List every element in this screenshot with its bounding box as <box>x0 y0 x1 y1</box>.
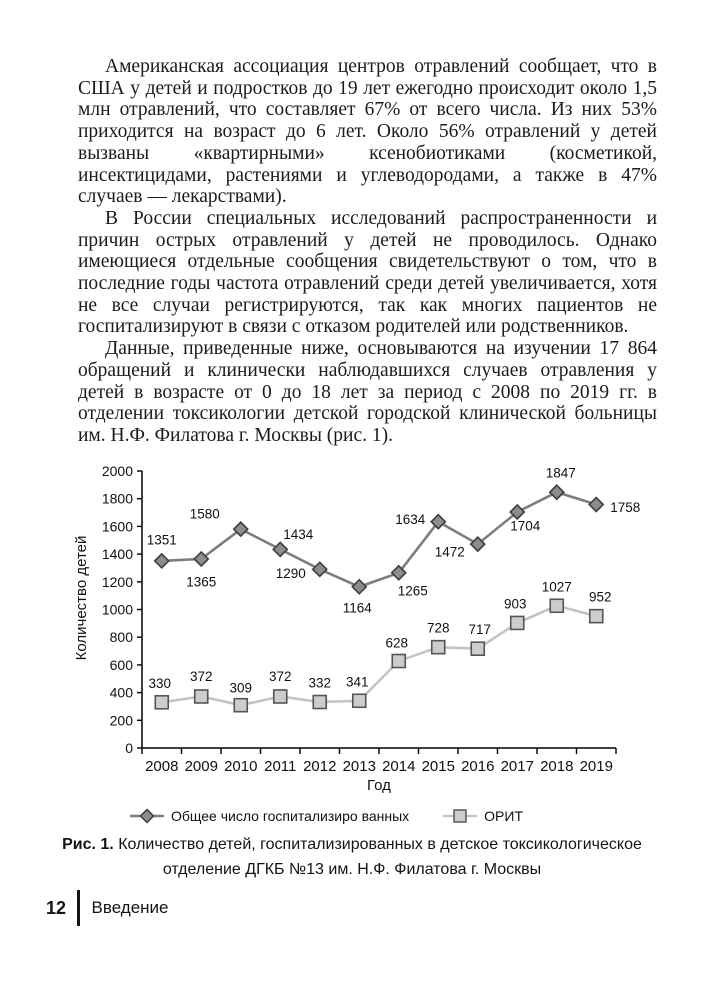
svg-text:2011: 2011 <box>264 758 296 775</box>
figure-caption: Рис. 1. Количество детей, госпитализиров… <box>60 832 644 882</box>
x-axis-title: Год <box>367 777 391 794</box>
svg-text:2009: 2009 <box>185 758 218 775</box>
square-marker-icon <box>549 598 565 614</box>
chart-legend: Общее число госпитализиро ванных ОРИТ <box>40 808 704 824</box>
svg-text:0: 0 <box>125 740 133 756</box>
square-marker-icon <box>443 809 478 823</box>
data-label: 372 <box>269 669 292 684</box>
data-label: 372 <box>190 669 213 684</box>
paragraph-us-statistics: Американская ассоциация центров отравлен… <box>78 56 657 208</box>
data-label: 1164 <box>343 600 373 615</box>
svg-text:2008: 2008 <box>145 758 178 775</box>
data-label: 1580 <box>190 507 220 522</box>
data-label: 1351 <box>147 532 177 547</box>
diamond-marker-icon <box>311 561 328 578</box>
series-hospitalized: 1351 1365 1580 1434 1290 1164 1265 1634 1472 1704… <box>147 466 641 616</box>
footer-divider <box>77 890 80 926</box>
page-number: 12 <box>46 897 67 918</box>
legend-item-orit: ОРИТ <box>443 808 523 824</box>
data-label: 717 <box>469 622 492 637</box>
data-label: 1634 <box>395 512 426 527</box>
figure-caption-label: Рис. 1. <box>62 836 114 853</box>
page-footer: 12 Введение <box>46 890 169 926</box>
svg-text:2000: 2000 <box>102 463 133 479</box>
svg-text:200: 200 <box>110 712 134 728</box>
y-axis-title: Количество детей <box>73 536 90 661</box>
data-label: 1704 <box>510 519 541 534</box>
svg-text:1600: 1600 <box>102 518 133 534</box>
diamond-marker-icon <box>351 578 368 595</box>
svg-text:1000: 1000 <box>102 602 133 618</box>
paragraph-russia-overview: В России специальных исследований распро… <box>78 207 657 338</box>
square-marker-icon <box>312 694 328 710</box>
line-chart: 0 200 400 600 800 1000 1200 1400 1600 1800 2000 200… <box>73 463 641 794</box>
data-label: 1758 <box>610 500 640 515</box>
series-orit: 330 372 309 372 332 341 628 728 717 903 1027 952 <box>149 579 612 713</box>
svg-text:2017: 2017 <box>501 758 534 775</box>
svg-text:600: 600 <box>110 657 134 673</box>
paragraph-data-source: Данные, приведенные ниже, основываются н… <box>78 338 657 446</box>
legend-label-hospitalized: Общее число госпитализиро ванных <box>171 808 410 824</box>
square-marker-icon <box>233 697 249 713</box>
svg-text:1200: 1200 <box>102 574 133 590</box>
y-axis: 0 200 400 600 800 1000 1200 1400 1600 1800 2000 <box>102 463 143 756</box>
data-label: 903 <box>504 596 527 611</box>
data-label: 1265 <box>398 583 428 598</box>
square-marker-icon <box>470 641 486 656</box>
svg-text:1400: 1400 <box>102 546 133 562</box>
svg-text:2016: 2016 <box>461 758 494 775</box>
legend-label-orit: ОРИТ <box>484 808 524 824</box>
diamond-marker-icon <box>153 552 170 570</box>
svg-text:2013: 2013 <box>343 758 376 775</box>
svg-text:2010: 2010 <box>224 758 257 775</box>
diamond-marker-icon <box>469 535 486 553</box>
square-marker-icon <box>154 694 170 710</box>
data-label: 1027 <box>542 579 572 594</box>
data-label: 309 <box>230 681 253 696</box>
diamond-marker-icon <box>509 503 526 521</box>
diamond-marker-icon <box>430 513 447 530</box>
figure-caption-text: Количество детей, госпитализированных в … <box>118 836 642 878</box>
data-label: 341 <box>346 674 369 689</box>
data-label: 1290 <box>276 566 306 581</box>
body-text: Американская ассоциация центров отравлен… <box>78 56 657 447</box>
svg-text:800: 800 <box>110 629 134 645</box>
diamond-marker-icon <box>548 484 565 501</box>
square-marker-icon <box>391 653 407 669</box>
diamond-marker-icon <box>193 550 210 568</box>
data-label: 952 <box>589 590 612 605</box>
svg-text:2014: 2014 <box>382 758 415 775</box>
square-marker-icon <box>351 693 367 709</box>
legend-item-hospitalized: Общее число госпитализиро ванных <box>130 808 409 824</box>
svg-text:400: 400 <box>110 685 134 701</box>
square-marker-icon <box>430 639 446 655</box>
square-marker-icon <box>509 615 525 631</box>
svg-text:2019: 2019 <box>580 758 613 775</box>
square-marker-icon <box>272 689 288 704</box>
data-label: 728 <box>427 621 450 636</box>
section-title: Введение <box>91 898 169 917</box>
diamond-marker-icon <box>390 564 407 581</box>
svg-text:1800: 1800 <box>102 491 133 507</box>
data-label: 1365 <box>186 574 216 589</box>
square-marker-icon <box>193 689 209 704</box>
svg-text:2015: 2015 <box>422 758 455 775</box>
svg-text:2012: 2012 <box>303 758 336 775</box>
data-label: 330 <box>149 676 172 691</box>
diamond-marker-icon <box>588 496 605 513</box>
data-label: 1847 <box>546 466 576 481</box>
diamond-marker-icon <box>272 541 289 558</box>
data-label: 628 <box>386 636 409 651</box>
data-label: 1472 <box>435 545 465 560</box>
data-label: 332 <box>309 676 332 691</box>
x-axis: 2008 2009 2010 2011 2012 2013 2014 2015 2016 2017… <box>141 747 617 775</box>
square-marker-icon <box>588 608 604 624</box>
svg-text:2018: 2018 <box>540 758 573 775</box>
data-label: 1434 <box>283 527 314 542</box>
diamond-marker-icon <box>232 521 249 538</box>
diamond-marker-icon <box>130 808 164 824</box>
